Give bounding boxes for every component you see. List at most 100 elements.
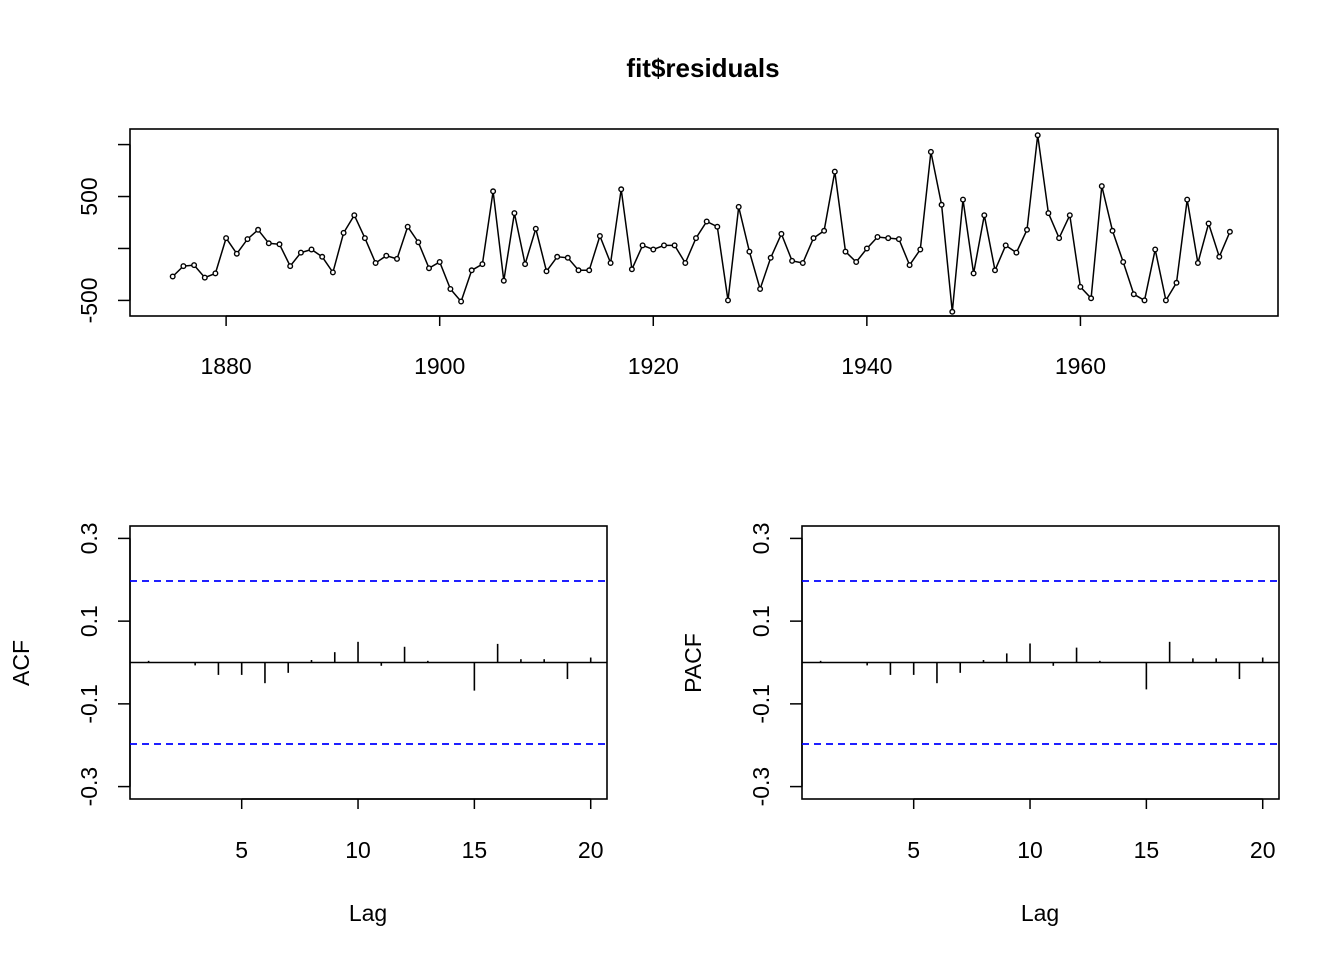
residual-point: [201, 274, 208, 281]
acf-x-tick-label: 15: [462, 837, 488, 863]
residual-point: [255, 226, 262, 233]
ts-y-tick-label: 500: [76, 177, 102, 215]
pacf-y-axis-label: PACF: [680, 633, 706, 693]
residual-point: [372, 260, 379, 267]
residual-point: [821, 227, 828, 234]
residual-point: [810, 235, 817, 242]
residual-point: [308, 246, 315, 253]
residual-point: [682, 260, 689, 267]
residual-point: [650, 246, 657, 253]
residual-point: [1045, 210, 1052, 217]
residual-point: [319, 253, 326, 260]
residual-point: [575, 267, 582, 274]
residual-point: [1152, 246, 1159, 253]
residual-point: [1002, 242, 1009, 249]
acf-spikes: [130, 580, 607, 745]
pacf-y-tick-label: 0.3: [748, 522, 774, 554]
ts-x-tick-label: 1900: [414, 353, 465, 379]
acf-x-tick-label: 5: [235, 837, 248, 863]
residual-point: [458, 298, 465, 305]
residual-point: [276, 241, 283, 248]
residual-point: [757, 286, 764, 293]
residual-point: [853, 259, 860, 266]
residual-point: [725, 297, 732, 304]
pacf-x-axis: 5 10 15 20: [907, 798, 1276, 863]
residual-point: [543, 268, 550, 275]
residual-point: [671, 242, 678, 249]
pacf-x-tick-label: 15: [1134, 837, 1160, 863]
residual-point: [329, 269, 336, 276]
residual-point: [586, 267, 593, 274]
residual-point: [564, 254, 571, 261]
residual-point: [1205, 220, 1212, 227]
residual-point: [831, 168, 838, 175]
residual-point: [1013, 249, 1020, 256]
pacf-y-tick-label: -0.3: [748, 767, 774, 807]
pacf-x-tick-label: 5: [907, 837, 920, 863]
residual-point: [906, 262, 913, 269]
residual-point: [992, 267, 999, 274]
residual-point: [1034, 132, 1041, 139]
residual-point: [970, 270, 977, 277]
ts-y-tick-label: -500: [76, 277, 102, 323]
pacf-y-axis: -0.3 -0.1 0.1 0.3: [748, 522, 803, 807]
residual-point: [394, 255, 401, 262]
residual-point: [885, 235, 892, 242]
acf-x-axis: 5 10 15 20: [235, 798, 604, 863]
ts-x-tick-label: 1880: [201, 353, 252, 379]
residual-point: [297, 249, 304, 256]
residual-point: [191, 262, 198, 269]
residual-point: [1194, 260, 1201, 267]
residual-point: [447, 286, 454, 293]
residual-point: [361, 235, 368, 242]
residual-point: [949, 308, 956, 315]
residual-point: [1216, 253, 1223, 260]
ts-x-tick-label: 1920: [628, 353, 679, 379]
residual-point: [789, 257, 796, 264]
residual-point: [981, 212, 988, 219]
residual-point: [927, 148, 934, 155]
residual-point: [511, 210, 518, 217]
pacf-spikes: [802, 580, 1279, 745]
residual-point: [693, 235, 700, 242]
residual-point: [799, 260, 806, 267]
residual-point: [436, 259, 443, 266]
residual-point: [703, 218, 710, 225]
residual-point: [265, 240, 272, 247]
residual-point: [1109, 227, 1116, 234]
residual-point: [607, 260, 614, 267]
residual-point: [1173, 279, 1180, 286]
residual-point: [1162, 297, 1169, 304]
ts-x-axis: 1880 1900 1920 1940 1960: [201, 315, 1106, 379]
acf-y-tick-label: 0.3: [76, 522, 102, 554]
residual-point: [415, 239, 422, 246]
residual-point: [1130, 291, 1137, 298]
pacf-x-axis-label: Lag: [1021, 900, 1059, 926]
acf-panel: 5 10 15 20 -0.3 -0.1 0.1 0.3 Lag ACF: [8, 522, 608, 926]
ts-x-tick-label: 1960: [1055, 353, 1106, 379]
residual-point: [1056, 235, 1063, 242]
acf-x-tick-label: 20: [578, 837, 604, 863]
ts-x-tick-label: 1940: [841, 353, 892, 379]
residual-point: [735, 203, 742, 210]
residuals-time-series-panel: fit$residuals 1880 1900 1920 1940 1960 -500 5…: [76, 53, 1279, 379]
residual-point: [1066, 212, 1073, 219]
residuals-series: [169, 132, 1233, 315]
residual-point: [1098, 183, 1105, 190]
pacf-y-tick-label: 0.1: [748, 605, 774, 637]
residual-point: [1226, 228, 1233, 235]
residual-point: [468, 267, 475, 274]
residual-point: [714, 223, 721, 230]
residual-point: [479, 261, 486, 268]
residual-point: [1141, 297, 1148, 304]
residual-point: [244, 236, 251, 243]
acf-x-axis-label: Lag: [349, 900, 387, 926]
residual-point: [618, 186, 625, 193]
acf-y-tick-label: -0.1: [76, 684, 102, 724]
residual-point: [223, 235, 230, 242]
residual-point: [180, 263, 187, 270]
acf-y-axis: -0.3 -0.1 0.1 0.3: [76, 522, 131, 806]
residual-point: [1023, 226, 1030, 233]
residual-point: [917, 246, 924, 253]
